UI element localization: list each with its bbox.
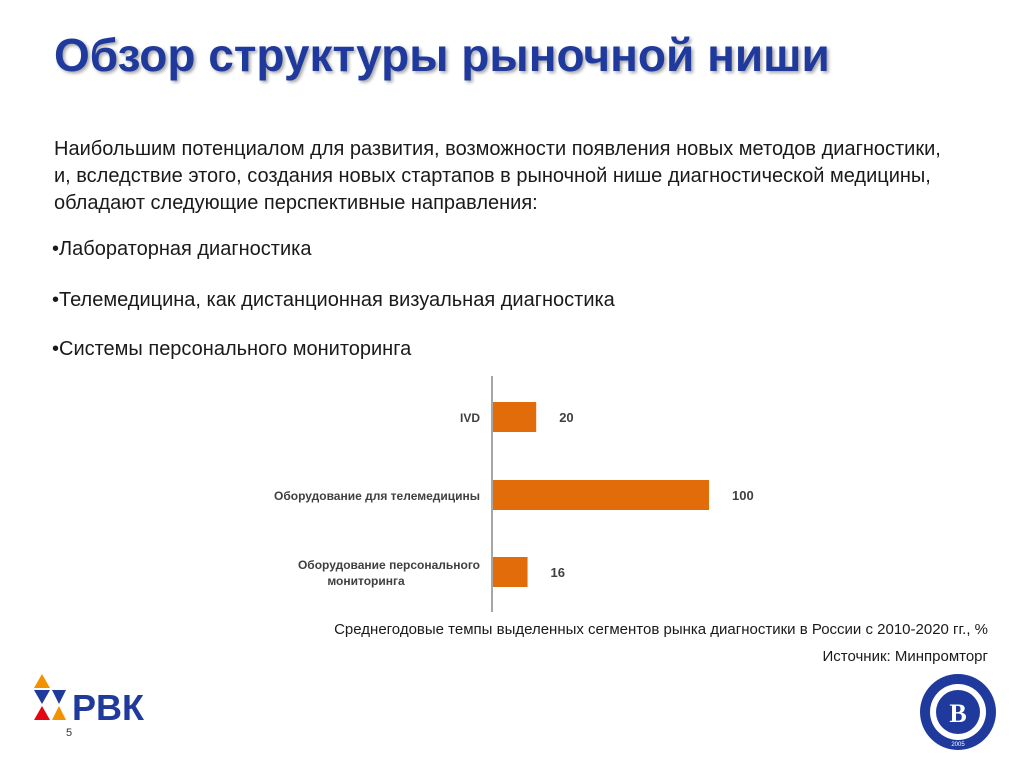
bullet-lab-diagnostics: •Лабораторная диагностика bbox=[52, 238, 312, 260]
bullet-telemedicine: •Телемедицина, как дистанционная визуаль… bbox=[52, 289, 615, 311]
logo-triangle-bottom-left bbox=[34, 706, 50, 720]
source-note: Источник: Минпромторг bbox=[822, 648, 988, 665]
seal-monogram: В bbox=[949, 699, 966, 728]
logo-triangle-right bbox=[52, 690, 66, 704]
page-number: 5 bbox=[66, 727, 73, 739]
data-label-1: 100 bbox=[732, 488, 754, 503]
data-label-2: 16 bbox=[551, 565, 565, 580]
category-label-2-0: Оборудование персонального bbox=[298, 558, 480, 572]
bar-0 bbox=[493, 402, 537, 432]
chart-caption: Среднегодовые темпы выделенных сегментов… bbox=[334, 621, 988, 638]
rvk-logo: РВК bbox=[34, 674, 145, 726]
bullet-personal-monitoring: •Системы персонального мониторинга bbox=[52, 338, 412, 360]
logo-triangle-top bbox=[34, 674, 50, 688]
category-label-0-0: IVD bbox=[460, 411, 480, 425]
intro-paragraph: Наибольшим потенциалом для развития, воз… bbox=[54, 138, 941, 214]
category-label-1-0: Оборудование для телемедицины bbox=[274, 489, 480, 503]
logo-triangle-left bbox=[34, 690, 50, 704]
category-label-2-1: мониторинга bbox=[327, 574, 405, 588]
slide-title: Обзор структуры рыночной ниши bbox=[54, 29, 830, 81]
seal-year: 2005 bbox=[951, 742, 965, 748]
logo-wordmark: РВК bbox=[72, 687, 145, 726]
seal-emblem-disc bbox=[936, 690, 980, 734]
data-label-0: 20 bbox=[559, 410, 573, 425]
bar-2 bbox=[493, 557, 528, 587]
bar-1 bbox=[493, 480, 709, 510]
logo-triangle-bottom-right bbox=[52, 706, 66, 720]
hse-seal-logo: В 2005 bbox=[920, 674, 996, 750]
